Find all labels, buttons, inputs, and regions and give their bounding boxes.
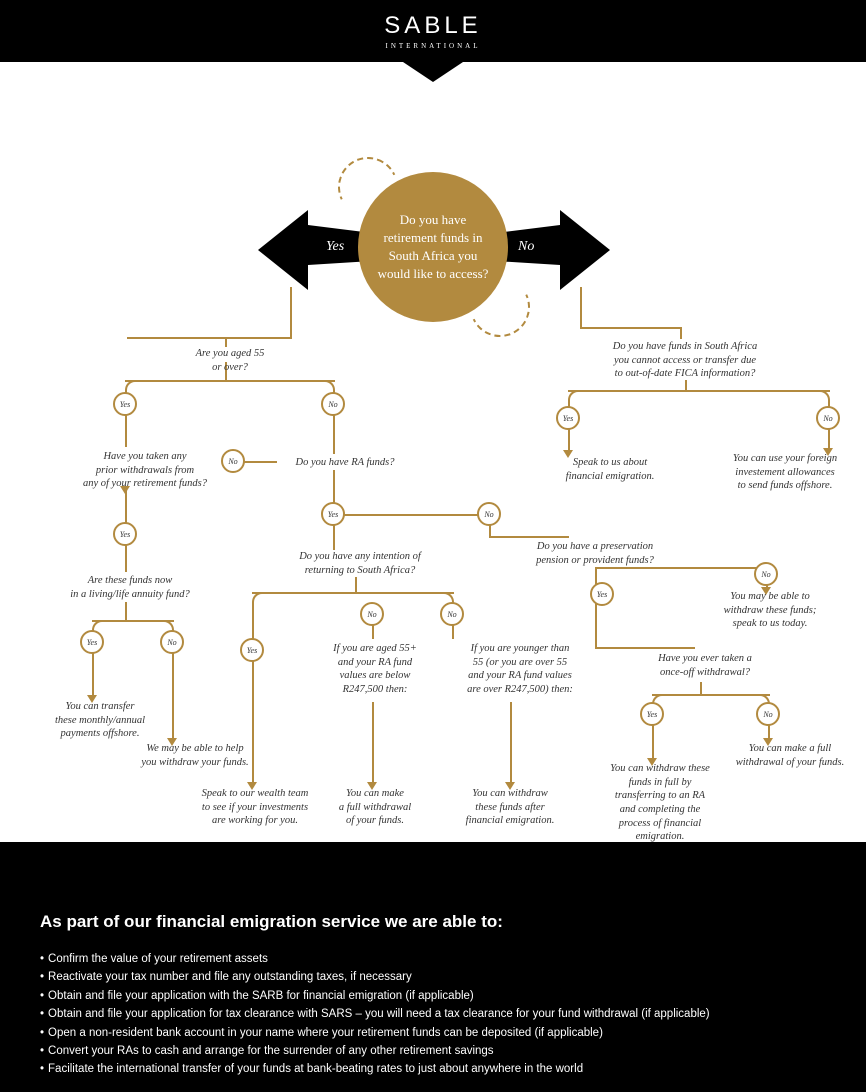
connector (510, 702, 512, 784)
logo: SABLE INTERNATIONAL (384, 12, 481, 50)
decision-circle-5: Yes (113, 522, 137, 546)
connector (225, 337, 227, 347)
decision-circle-7: No (477, 502, 501, 526)
node-younger55: If you are younger than55 (or you are ov… (450, 642, 590, 697)
connector (290, 287, 292, 337)
footer-item-5: Convert your RAs to cash and arrange for… (40, 1042, 826, 1060)
node-may_withdraw: You may be able towithdraw these funds;s… (700, 590, 840, 631)
flowchart: Yes No Do you have retirement funds in S… (0, 62, 866, 842)
decision-circle-10: No (360, 602, 384, 626)
connector-corner (252, 592, 266, 606)
node-fica: Do you have funds in South Africayou can… (580, 340, 790, 381)
footer-item-1: Reactivate your tax number and file any … (40, 968, 826, 986)
node-onceoff: Have you ever taken aonce-off withdrawal… (630, 652, 780, 679)
decision-circle-2: Yes (556, 406, 580, 430)
footer-title: As part of our financial emigration serv… (40, 912, 826, 932)
header: SABLE INTERNATIONAL (0, 0, 866, 62)
connector (595, 647, 695, 649)
logo-main: SABLE (384, 12, 481, 39)
footer-item-3: Obtain and file your application for tax… (40, 1005, 826, 1023)
decision-circle-3: No (816, 406, 840, 430)
node-aged55plus: If you are aged 55+and your RA fundvalue… (315, 642, 435, 697)
node-full2: You can make a fullwithdrawal of your fu… (720, 742, 860, 769)
logo-sub: INTERNATIONAL (384, 42, 481, 50)
decision-circle-11: No (440, 602, 464, 626)
connector (489, 526, 491, 536)
connector (680, 327, 682, 339)
node-annuity: Are these funds nowin a living/life annu… (50, 574, 210, 601)
decision-circle-4: No (221, 449, 245, 473)
decision-circle-16: No (756, 702, 780, 726)
connector (652, 694, 770, 696)
footer-item-0: Confirm the value of your retirement ass… (40, 950, 826, 968)
decision-circle-15: Yes (640, 702, 664, 726)
connector (252, 592, 454, 594)
connector (568, 390, 830, 392)
node-transfer: You can transferthese monthly/annualpaym… (40, 700, 160, 741)
connector (333, 514, 489, 516)
connector (580, 287, 582, 327)
decision-circle-6: Yes (321, 502, 345, 526)
node-full_transfer: You can withdraw thesefunds in full bytr… (590, 762, 730, 844)
decision-circle-14: No (754, 562, 778, 586)
no-arrow-label: No (517, 239, 534, 254)
node-speak_fe: Speak to us aboutfinancial emigration. (545, 456, 675, 483)
connector (355, 577, 357, 592)
footer: As part of our financial emigration serv… (0, 872, 866, 1092)
node-full_withdraw: You can makea full withdrawalof your fun… (320, 787, 430, 828)
node-after_fe: You can withdrawthese funds afterfinanci… (450, 787, 570, 828)
node-foreign: You can use your foreigninvestement allo… (710, 452, 860, 493)
node-return_sa: Do you have any intention ofreturning to… (270, 550, 450, 577)
decision-circle-12: Yes (240, 638, 264, 662)
node-prior: Have you taken anyprior withdrawals from… (60, 450, 230, 491)
node-wealth: Speak to our wealth teamto see if your i… (180, 787, 330, 828)
connector (127, 337, 292, 339)
decision-circle-9: No (160, 630, 184, 654)
central-question-text: Do you have retirement funds in South Af… (376, 211, 490, 284)
decision-circle-1: No (321, 392, 345, 416)
node-help_withdraw: We may be able to helpyou withdraw your … (120, 742, 270, 769)
connector (595, 567, 597, 647)
decision-circle-8: Yes (80, 630, 104, 654)
connector (685, 380, 687, 390)
footer-item-4: Open a non-resident bank account in your… (40, 1024, 826, 1042)
yes-arrow-label: Yes (326, 239, 345, 254)
footer-item-6: Facilitate the international transfer of… (40, 1060, 826, 1078)
connector (125, 602, 127, 620)
central-question: Do you have retirement funds in South Af… (358, 172, 508, 322)
connector (580, 327, 680, 329)
node-preserv: Do you have a preservationpension or pro… (510, 540, 680, 567)
section-divider (0, 842, 866, 872)
decision-circle-13: Yes (590, 582, 614, 606)
connector (372, 702, 374, 784)
node-ra: Do you have RA funds? (270, 456, 420, 470)
connector (595, 567, 768, 569)
connector (125, 380, 335, 382)
node-age55: Are you aged 55or over? (170, 347, 290, 374)
footer-list: Confirm the value of your retirement ass… (40, 950, 826, 1079)
connector (700, 682, 702, 694)
decision-circle-0: Yes (113, 392, 137, 416)
connector-corner (568, 390, 582, 404)
footer-item-2: Obtain and file your application with th… (40, 987, 826, 1005)
connector (489, 536, 569, 538)
